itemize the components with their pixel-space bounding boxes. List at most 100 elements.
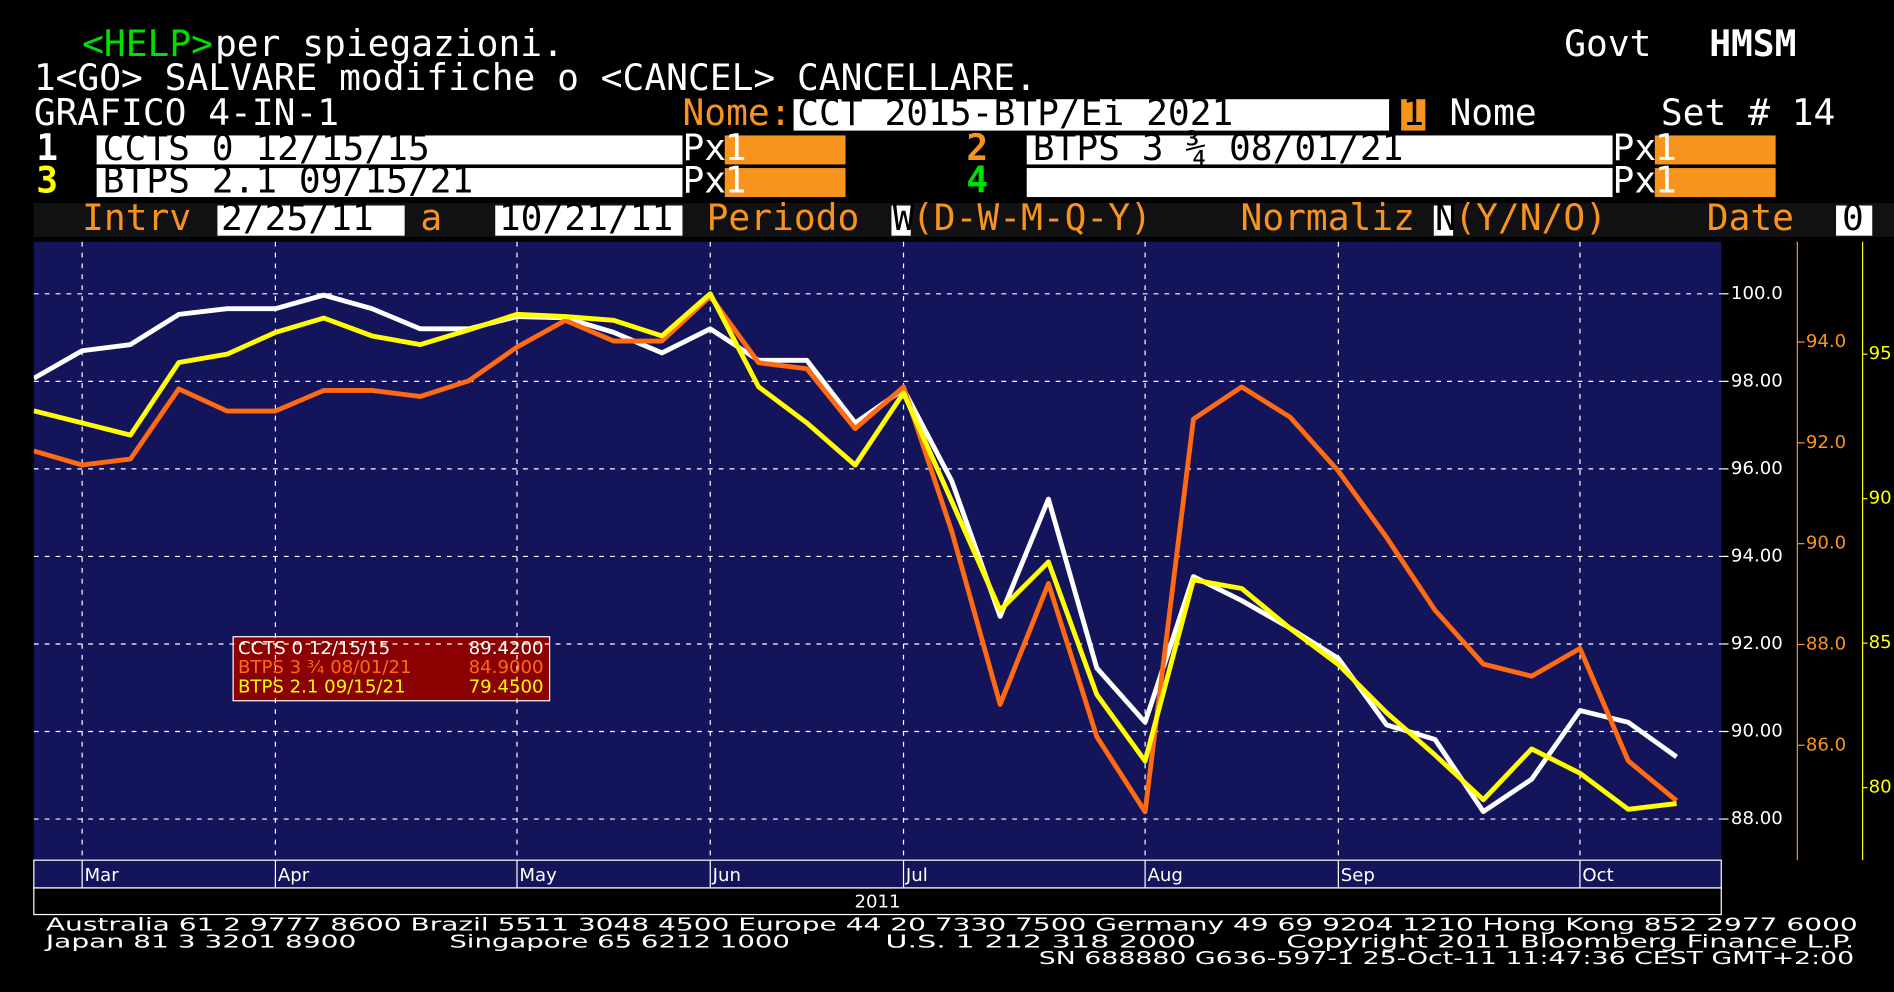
help-key: <HELP>	[82, 22, 213, 65]
content: <HELP> per spiegazioni.1<GO> SALVARE mod…	[34, 22, 1892, 969]
multiplier: 1	[1655, 126, 1677, 169]
normalize-field[interactable]	[1433, 205, 1454, 236]
y-tick-label: 94.00	[1731, 545, 1783, 566]
control-interval-label: Intrv	[82, 196, 191, 239]
legend-value: 79.4500	[469, 676, 544, 697]
security-name[interactable]: BTPS 3 ¾ 08/01/21	[1033, 126, 1404, 169]
price-field: Px	[1613, 126, 1657, 169]
x-tick-label: Sep	[1341, 865, 1375, 886]
y3-tick-label: 90	[1869, 488, 1892, 509]
multiplier-field[interactable]	[724, 168, 846, 198]
security-name[interactable]: BTPS 2.1 09/15/21	[103, 159, 474, 202]
legend-box	[232, 636, 551, 702]
control-normalize-label: Normaliz	[1241, 196, 1415, 239]
multiplier: 1	[1655, 159, 1677, 202]
y-tick-label: 88.00	[1731, 808, 1783, 829]
control-to: a	[420, 196, 442, 239]
control-normalize-options: (Y/N/O)	[1454, 196, 1607, 239]
date-field[interactable]	[1836, 205, 1873, 236]
market: Govt	[1564, 22, 1651, 65]
instructions: 1<GO> SALVARE modifiche o <CANCEL> CANCE…	[34, 56, 1037, 99]
control-start: 2/25/11	[221, 196, 374, 239]
security-number: 1	[36, 126, 58, 169]
security-number: 2	[966, 126, 988, 169]
security-field[interactable]	[96, 168, 683, 198]
legend-name: CCTS 0 12/15/15	[238, 638, 390, 659]
legend-value: 89.4200	[469, 638, 544, 659]
x-axis-label: 2011	[854, 891, 900, 912]
multiplier: 1	[725, 126, 747, 169]
security-number: 3	[36, 159, 58, 202]
footer-us: U.S. 1 212 318 2000	[885, 931, 1195, 952]
y3-tick-label: 95	[1869, 343, 1892, 364]
security-name[interactable]: CCTS 0 12/15/15	[103, 126, 430, 169]
name-index: 1	[1402, 91, 1424, 134]
end-field[interactable]	[495, 205, 683, 236]
name-value: CCT 2015-BTP/Ei 2021	[797, 91, 1233, 134]
y3-tick-label: 80	[1869, 777, 1892, 798]
security-field[interactable]	[1026, 168, 1613, 198]
control-period-options: (D-W-M-Q-Y)	[912, 196, 1152, 239]
y-tick-label: 92.00	[1731, 633, 1783, 654]
security-field[interactable]	[96, 135, 683, 165]
control-period-label: Periodo	[707, 196, 860, 239]
y-tick-label: 100.0	[1731, 283, 1783, 304]
legend-value: 84.9000	[469, 657, 544, 678]
y-axis: 100.0 98.00 96.00 94.00 92.00 90.00 88.00	[1731, 283, 1783, 829]
legend-name: BTPS 2.1 09/15/21	[238, 676, 406, 697]
footer-japan: Japan 81 3 3201 8900	[44, 931, 356, 952]
y-tick-label: 98.00	[1731, 370, 1783, 391]
plot-area	[33, 241, 1722, 861]
security-number: 4	[966, 159, 988, 202]
multiplier-field[interactable]	[1654, 135, 1776, 165]
multiplier: 1	[725, 159, 747, 202]
x-tick-label: Jun	[712, 865, 741, 886]
control-period: W	[893, 196, 915, 239]
x-tick-label: Mar	[85, 865, 120, 886]
name-field[interactable]	[793, 99, 1390, 131]
period-field[interactable]	[891, 205, 911, 236]
legend-name: BTPS 3 ¾ 08/01/21	[238, 657, 412, 678]
price-field: Px	[682, 126, 726, 169]
ticker: HMSM	[1709, 22, 1796, 65]
multiplier-field[interactable]	[1654, 168, 1776, 198]
x-tick-label: Apr	[278, 865, 310, 886]
start-field[interactable]	[217, 205, 405, 236]
year-strip	[33, 887, 1722, 916]
x-tick-label: Oct	[1582, 865, 1613, 886]
help-text: per spiegazioni.	[215, 22, 564, 65]
y2-tick-label: 90.0	[1806, 533, 1846, 554]
set-number: Set # 14	[1661, 91, 1835, 134]
control-normalize: N	[1435, 196, 1457, 239]
control-end: 10/21/11	[499, 196, 673, 239]
series-line	[33, 291, 1677, 812]
footer-singapore: Singapore 65 6212 1000	[449, 931, 790, 952]
y2-tick-label: 94.0	[1806, 331, 1846, 352]
footer-copyright: Copyright 2011 Bloomberg Finance L.P.	[1286, 931, 1854, 952]
x-tick-label: Jul	[905, 865, 928, 886]
footer-contacts: Australia 61 2 9777 8600 Brazil 5511 304…	[46, 914, 1858, 935]
y2-tick-label: 86.0	[1806, 734, 1846, 755]
x-axis-strip	[33, 859, 1722, 889]
price-field: Px	[682, 159, 726, 202]
y-tick-label: 90.00	[1731, 721, 1783, 742]
plot	[33, 241, 1722, 861]
y3-tick-label: 85	[1869, 632, 1892, 653]
price-field: Px	[1613, 159, 1657, 202]
screen-name: GRAFICO 4-IN-1	[34, 91, 339, 134]
series-line	[33, 293, 1679, 815]
security-field[interactable]	[1026, 135, 1613, 165]
name-index-box[interactable]	[1401, 99, 1426, 131]
y2-tick-label: 92.0	[1806, 432, 1846, 453]
multiplier-field[interactable]	[724, 135, 846, 165]
name-label: Nome:	[682, 91, 791, 134]
y-tick-label: 96.00	[1731, 458, 1783, 479]
control-date: 0	[1842, 196, 1864, 239]
y2-tick-label: 88.0	[1806, 633, 1846, 654]
footer-sn: SN 688880 G636-597-1 25-Oct-11 11:47:36 …	[1039, 948, 1854, 969]
control-date-label: Date	[1707, 196, 1794, 239]
x-tick-label: Aug	[1148, 865, 1183, 886]
x-tick-label: May	[519, 865, 557, 886]
y2-axis: 94.0 92.0 90.0 88.0 86.0	[1806, 331, 1846, 755]
